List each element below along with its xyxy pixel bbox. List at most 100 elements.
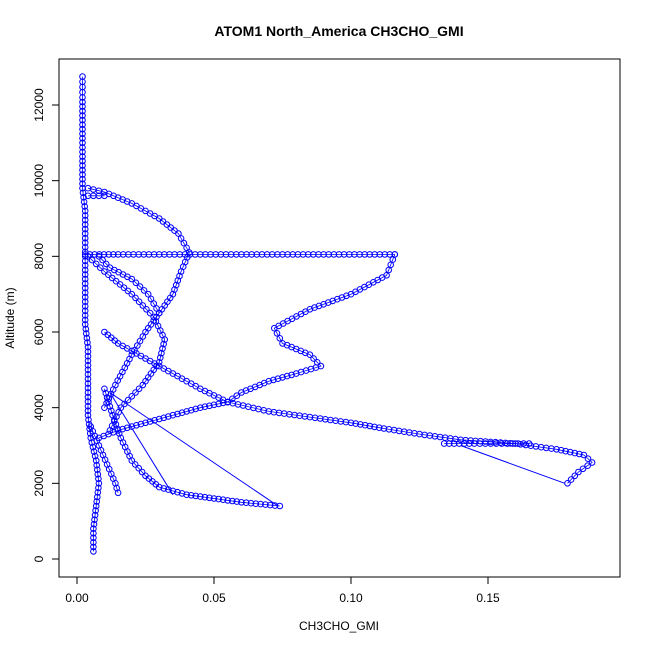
data-point	[114, 489, 122, 497]
data-point	[135, 385, 143, 393]
data-point	[90, 525, 97, 533]
data-point	[91, 511, 99, 519]
data-point	[84, 366, 92, 374]
data-point	[101, 192, 108, 200]
data-point	[346, 251, 353, 258]
data-point	[151, 417, 158, 424]
data-point	[79, 112, 86, 119]
data-point	[283, 372, 291, 380]
data-point	[79, 166, 86, 174]
data-point	[101, 385, 108, 393]
data-point	[132, 294, 139, 302]
data-point	[575, 468, 582, 476]
data-point	[567, 476, 575, 483]
data-point	[79, 189, 87, 197]
data-point	[121, 400, 128, 408]
data-point	[306, 351, 314, 359]
data-point	[81, 203, 88, 210]
data-point	[352, 420, 360, 427]
data-point	[84, 357, 92, 365]
data-point	[92, 507, 99, 514]
data-point	[292, 370, 300, 377]
data-point	[206, 402, 213, 410]
data-point	[79, 121, 86, 128]
data-point	[81, 257, 89, 265]
data-point	[576, 450, 583, 458]
data-point	[84, 411, 92, 419]
y-axis-label: Altitude (m)	[3, 287, 17, 348]
data-point	[178, 409, 186, 417]
data-point	[580, 451, 588, 459]
data-point	[304, 251, 312, 258]
data-point	[94, 493, 101, 501]
data-point	[135, 298, 143, 306]
data-point	[88, 256, 96, 264]
data-point	[94, 471, 102, 478]
data-point	[229, 395, 236, 403]
data-point	[99, 256, 106, 264]
data-point	[81, 212, 89, 219]
data-point	[233, 251, 240, 258]
data-point	[273, 330, 281, 337]
data-point	[157, 354, 164, 362]
data-point	[80, 194, 87, 201]
data-point	[81, 225, 89, 233]
data-point	[106, 403, 114, 410]
data-point	[562, 447, 569, 455]
y-axis: 0 2000 4000 6000 8000 10000 12000	[32, 88, 60, 562]
data-point	[215, 495, 222, 503]
series-line	[227, 401, 593, 484]
data-point	[390, 426, 398, 434]
data-point	[169, 487, 177, 495]
data-point	[299, 251, 307, 258]
data-point	[371, 423, 378, 431]
data-point	[146, 418, 154, 425]
data-point	[357, 421, 364, 428]
series-line	[87, 256, 166, 431]
data-point	[262, 501, 269, 508]
data-point	[83, 330, 90, 337]
data-point	[84, 252, 92, 260]
data-point	[320, 251, 327, 258]
data-point	[144, 290, 152, 298]
data-point	[361, 421, 369, 429]
data-point	[128, 275, 136, 283]
data-point	[79, 162, 86, 169]
data-point	[176, 272, 183, 280]
data-point	[95, 475, 102, 483]
data-point	[201, 493, 209, 501]
data-point	[84, 384, 92, 392]
data-point	[242, 499, 250, 507]
data-point	[197, 251, 204, 258]
data-point	[248, 251, 255, 258]
data-point	[258, 251, 266, 258]
data-point	[229, 497, 236, 505]
data-point	[224, 497, 231, 504]
data-point	[139, 381, 147, 389]
data-point	[525, 440, 533, 447]
data-point	[116, 281, 124, 288]
data-point	[84, 348, 92, 356]
data-point	[266, 501, 274, 509]
data-point	[183, 244, 190, 252]
data-point	[210, 401, 218, 409]
data-point	[79, 139, 86, 147]
data-point	[95, 484, 102, 492]
data-point	[361, 251, 369, 258]
data-point	[579, 465, 587, 473]
data-point	[92, 260, 100, 268]
data-point	[133, 422, 140, 429]
data-point	[553, 446, 560, 453]
series-line	[98, 401, 228, 439]
data-point	[81, 271, 89, 278]
data-point	[142, 419, 149, 427]
data-point	[376, 251, 384, 258]
y-tick-label: 8000	[32, 243, 46, 270]
data-point	[137, 420, 145, 428]
x-axis: 0.00 0.05 0.10 0.15	[65, 576, 500, 605]
data-point	[115, 430, 123, 437]
data-point	[155, 309, 163, 317]
data-point	[183, 491, 190, 499]
x-tick-label: 0.00	[65, 591, 89, 605]
data-point	[215, 400, 222, 408]
